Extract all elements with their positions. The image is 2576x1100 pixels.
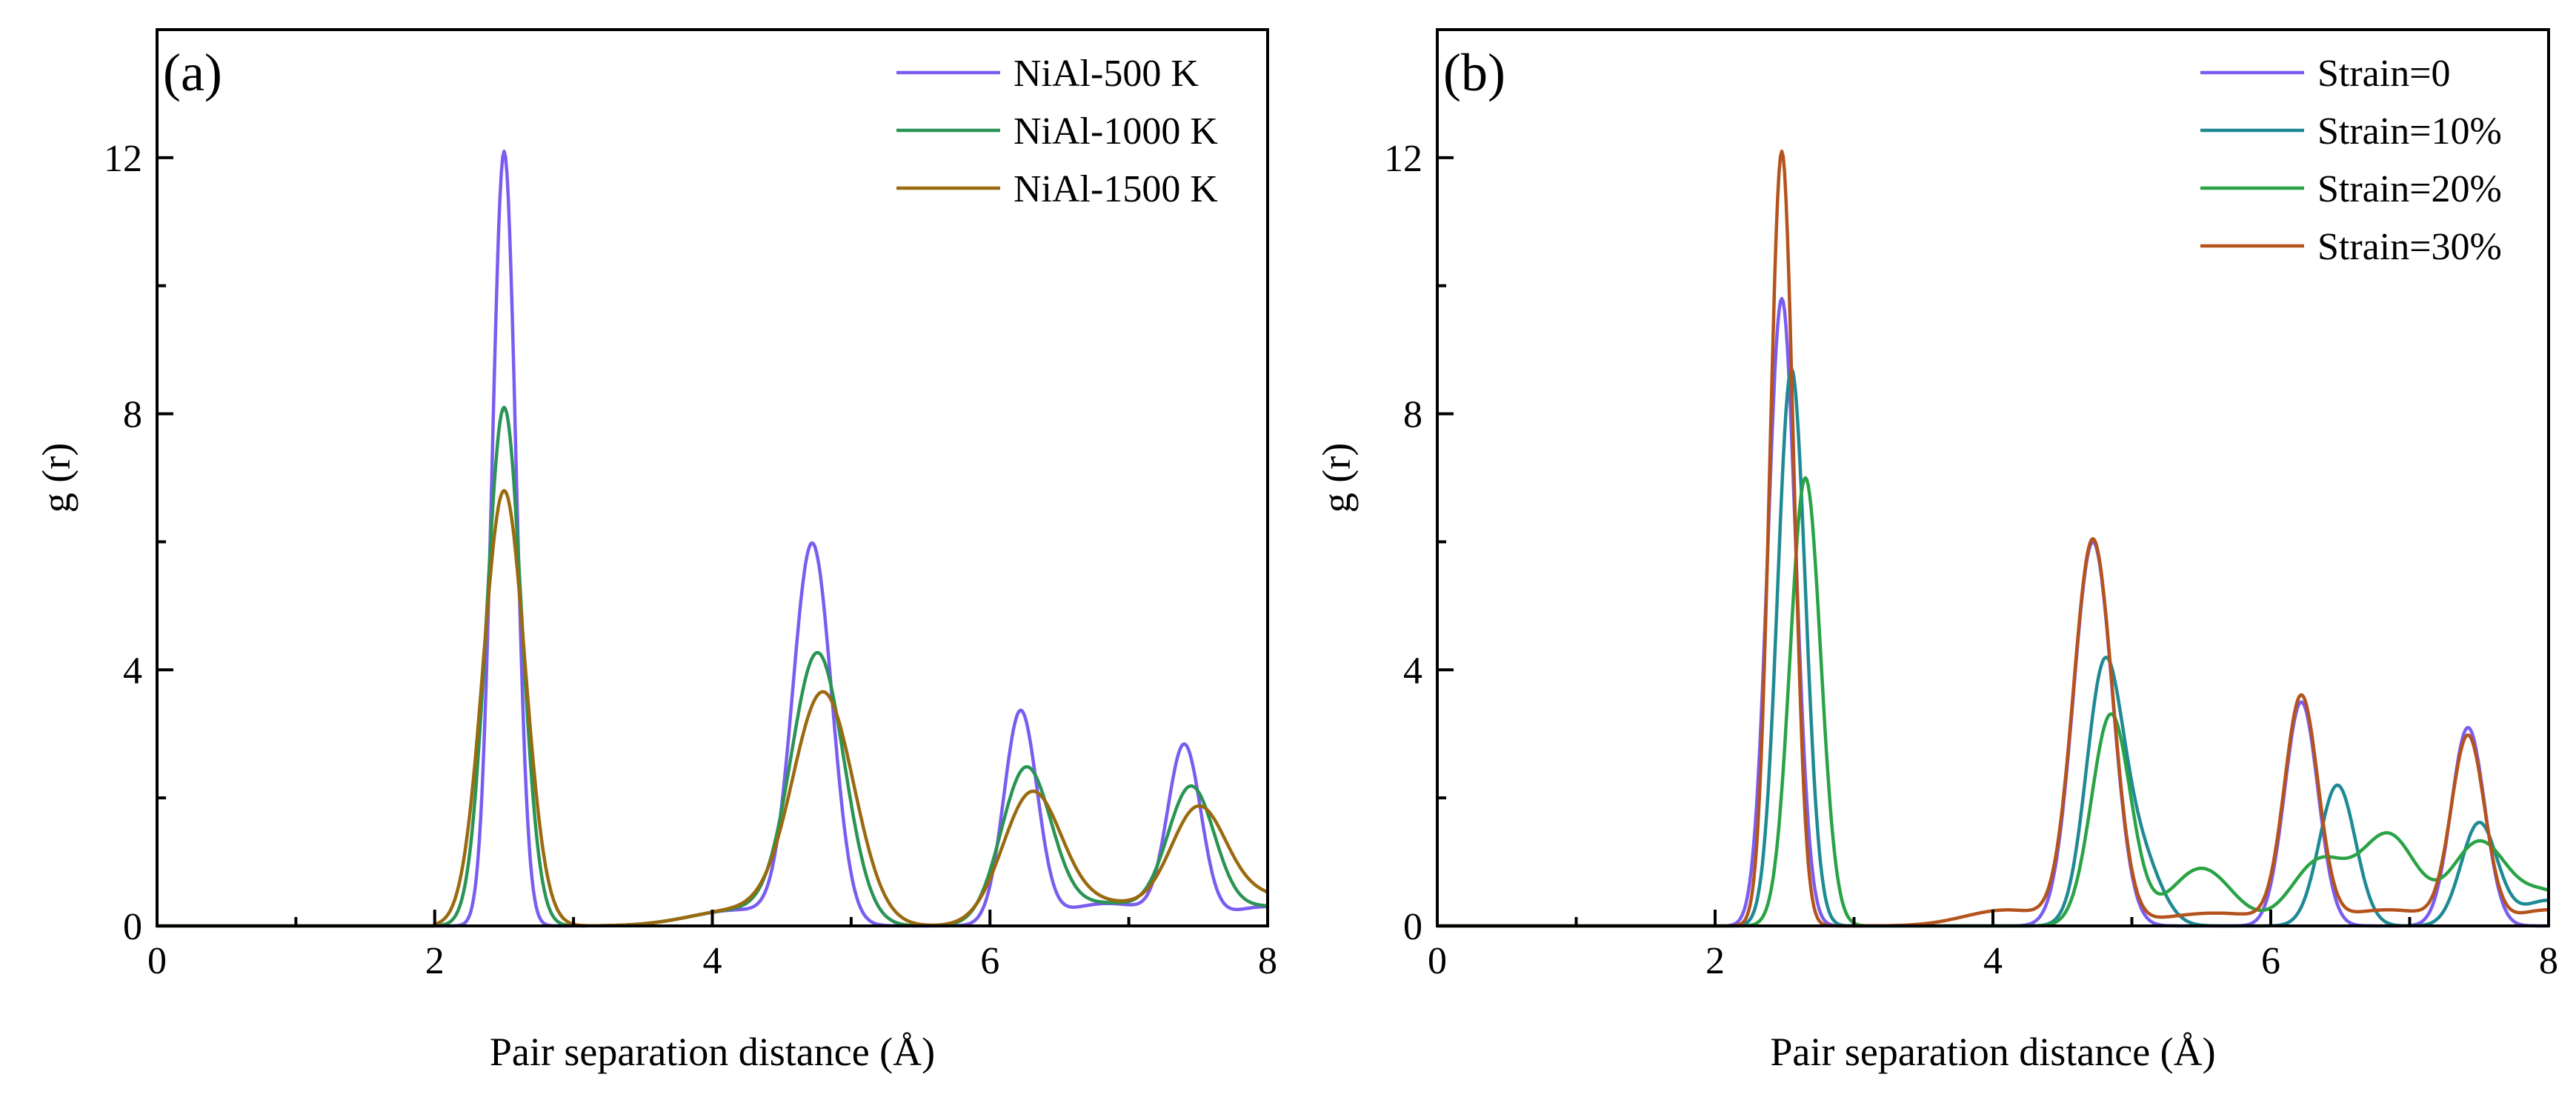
series-line-nial-500-k (156, 149, 1268, 928)
y-tick-label: 8 (123, 394, 142, 436)
legend-entry: Strain=10% (2317, 110, 2502, 153)
x-tick-label: 2 (1705, 940, 1725, 982)
x-tick-label: 0 (1428, 940, 1447, 982)
plot-frame (156, 28, 1269, 927)
legend-entry: Strain=20% (2317, 168, 2502, 210)
legend-entry: NiAl-1000 K (1014, 110, 1218, 153)
legend-entry: Strain=0 (2317, 53, 2451, 95)
series-line-strain-20- (1437, 476, 2549, 928)
legend-entry: NiAl-1500 K (1014, 168, 1218, 210)
y-axis-label: g (r) (1314, 443, 1359, 513)
chart-panel-1: 0 2 4 6 8 0 4 8 12 Pair separation distance (Å) g … (1314, 28, 2558, 1074)
legend: NiAl-500 K NiAl-1000 K NiAl-1500 K (896, 53, 1218, 210)
x-tick-label: 6 (980, 940, 999, 982)
y-tick-label: 12 (1384, 138, 1422, 180)
series-line-nial-1500-k (156, 489, 1268, 928)
y-tick-label: 0 (1403, 906, 1422, 948)
y-axis-label: g (r) (34, 443, 79, 513)
y-tick-label: 12 (104, 138, 142, 180)
legend-entry: Strain=30% (2317, 226, 2502, 268)
y-tick-label: 4 (1403, 650, 1422, 692)
legend: Strain=0 Strain=10% Strain=20% Strain=30% (2200, 53, 2502, 268)
y-tick-label: 0 (123, 906, 142, 948)
x-tick-label: 4 (1983, 940, 2003, 982)
legend-entry: NiAl-500 K (1014, 53, 1199, 95)
y-tick-label: 4 (123, 650, 142, 692)
x-tick-label: 8 (1258, 940, 1277, 982)
panel-label: (a) (163, 43, 222, 102)
panel-label: (b) (1443, 43, 1505, 102)
series-line-strain-0 (1437, 296, 2549, 928)
series-line-strain-10- (1437, 367, 2549, 928)
x-tick-label: 2 (425, 940, 445, 982)
x-tick-label: 6 (2261, 940, 2280, 982)
x-tick-label: 4 (703, 940, 722, 982)
plot-frame (1436, 28, 2550, 927)
x-axis-label: Pair separation distance (Å) (1770, 1030, 2215, 1074)
x-tick-label: 0 (147, 940, 167, 982)
x-axis-label: Pair separation distance (Å) (490, 1030, 935, 1074)
y-tick-label: 8 (1403, 394, 1422, 436)
chart-panel-0: 0 2 4 6 8 0 4 8 12 Pair separation distance (Å) g … (34, 28, 1277, 1074)
x-tick-label: 8 (2539, 940, 2558, 982)
series-line-nial-1000-k (156, 405, 1268, 928)
